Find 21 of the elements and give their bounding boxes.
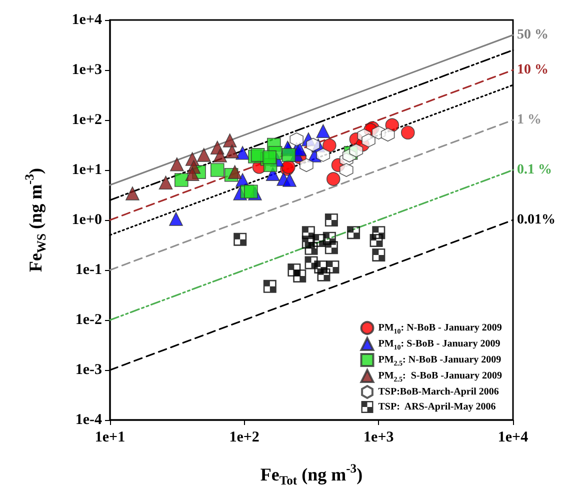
legend-label: TSP: ARS-April-May 2006 — [378, 402, 496, 412]
x-tick-label: 1e+2 — [229, 430, 260, 446]
series-label: 0.1 % — [517, 162, 552, 178]
y-tick-label: 1e-1 — [75, 262, 102, 278]
x-tick-label: 1e+1 — [94, 430, 126, 446]
x-tick-label: 1e+3 — [364, 430, 394, 446]
y-tick-label: 1e+1 — [72, 162, 102, 178]
y-axis-title: FeWS (ng m-3) — [22, 168, 48, 272]
y-tick-label: 1e+2 — [72, 112, 102, 128]
series-label: 50 % — [517, 28, 548, 43]
legend-label: TSP:BoB-March-April 2006 — [378, 386, 499, 398]
y-tick-label: 1e-3 — [75, 362, 102, 378]
x-tick-label: 1e+4 — [498, 430, 529, 446]
y-tick-label: 1e+0 — [72, 212, 102, 228]
y-tick-label: 1e+3 — [72, 62, 102, 78]
y-tick-label: 1e+4 — [72, 12, 102, 28]
series-label: 0.01% — [517, 212, 556, 228]
series-label: 1 % — [517, 112, 542, 128]
series-label: 10 % — [517, 62, 548, 78]
y-tick-label: 1e-2 — [75, 312, 102, 328]
y-tick-label: 1e-4 — [75, 412, 102, 428]
